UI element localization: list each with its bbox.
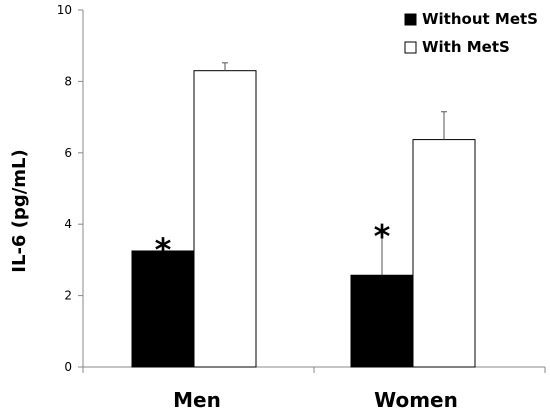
bar <box>350 274 414 368</box>
legend-label: Without MetS <box>422 10 538 28</box>
significance-star: * <box>374 218 391 256</box>
y-tick-label: 6 <box>64 146 72 160</box>
x-axis: Men Women <box>82 366 546 412</box>
y-axis-label: IL-6 (pg/mL) <box>9 149 30 272</box>
y-tick-label: 0 <box>64 360 72 374</box>
y-tick-label: 4 <box>64 217 72 231</box>
bars-group: * * <box>131 62 476 368</box>
significance-star: * <box>155 231 172 269</box>
bar <box>131 250 195 368</box>
y-tick-label: 10 <box>57 3 72 17</box>
y-tick-label: 2 <box>64 289 72 303</box>
legend-swatch <box>404 41 417 54</box>
y-axis: 0 2 4 6 8 10 <box>57 3 84 374</box>
category-label: Women <box>374 388 458 412</box>
legend-label: With MetS <box>422 38 510 56</box>
legend: Without MetS With MetS <box>404 10 538 56</box>
legend-swatch <box>404 13 417 26</box>
bar <box>193 70 257 368</box>
category-label: Men <box>173 388 221 412</box>
y-tick-label: 8 <box>64 74 72 88</box>
bar <box>412 139 476 368</box>
